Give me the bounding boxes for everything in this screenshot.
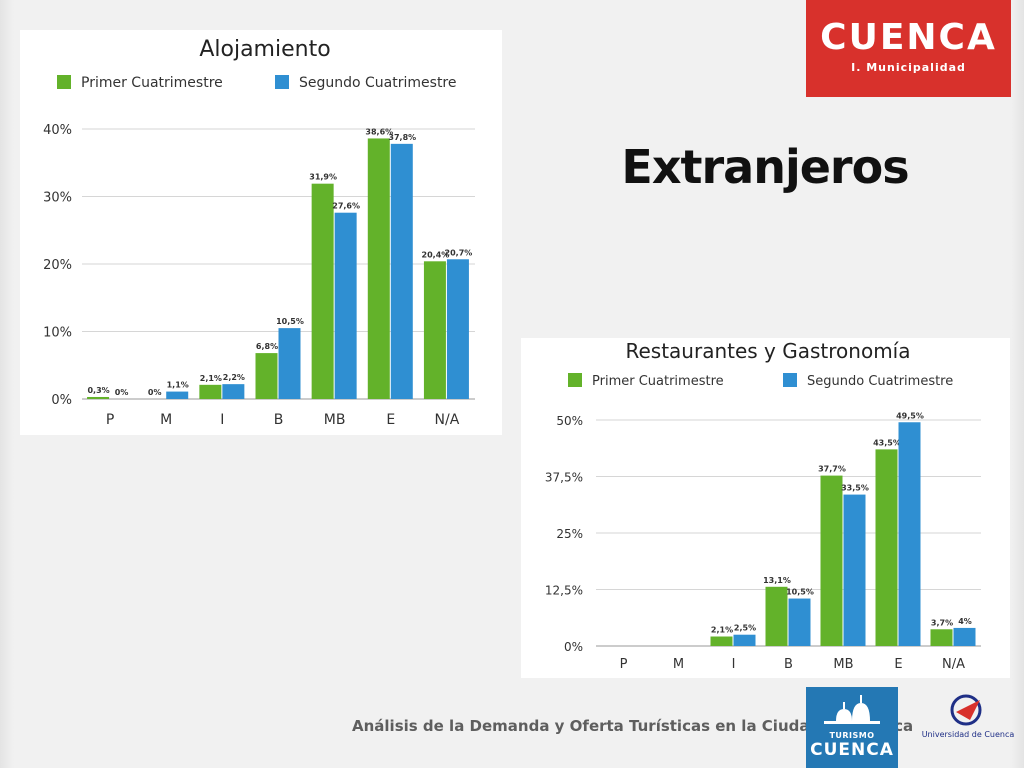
restaurantes-ytick-label: 50% (556, 414, 583, 428)
restaurantes-category-label: P (620, 657, 628, 672)
restaurantes-bar-1 (930, 629, 953, 646)
alojamiento-data-label: 1,1% (167, 381, 189, 390)
alojamiento-bar-2 (222, 384, 245, 399)
restaurantes-data-label: 3,7% (931, 618, 953, 627)
alojamiento-category-label: P (106, 412, 114, 428)
alojamiento-data-label: 10,5% (276, 317, 304, 326)
alojamiento-category-label: MB (324, 412, 346, 428)
turismo-logo-word: CUENCA (810, 740, 894, 760)
restaurantes-ytick-label: 12,5% (545, 584, 583, 598)
alojamiento-bar-2 (390, 143, 413, 399)
alojamiento-category-label: B (274, 412, 284, 428)
footer-caption: Análisis de la Demanda y Oferta Turístic… (352, 717, 914, 735)
alojamiento-bar-2 (446, 259, 469, 399)
alojamiento-data-label: 38,6% (365, 127, 393, 136)
restaurantes-data-label: 13,1% (763, 576, 791, 585)
alojamiento-data-label: 0,3% (87, 386, 109, 395)
restaurantes-category-label: E (894, 657, 902, 672)
alojamiento-data-label: 27,6% (332, 202, 360, 211)
restaurantes-bar-2 (733, 634, 756, 646)
restaurantes-data-label: 37,7% (818, 465, 846, 474)
restaurantes-bar-2 (843, 494, 866, 646)
restaurantes-data-label: 43,5% (873, 438, 901, 447)
restaurantes-chart: Restaurantes y Gastronomía Primer Cuatrim… (521, 338, 1010, 678)
alojamiento-ytick-label: 20% (43, 258, 72, 273)
turismo-logo-subtitle: TURISMO (829, 731, 875, 740)
restaurantes-bar-1 (820, 475, 843, 646)
alojamiento-data-label: 20,4% (422, 250, 450, 259)
alojamiento-bar-2 (166, 391, 189, 399)
alojamiento-legend-swatch-2 (275, 75, 289, 89)
alojamiento-legend-label-1: Primer Cuatrimestre (81, 75, 223, 91)
slide-title: Extranjeros (621, 140, 909, 194)
alojamiento-ytick-label: 30% (43, 191, 72, 206)
alojamiento-category-label: M (160, 412, 172, 428)
alojamiento-bar-1 (423, 261, 446, 399)
alojamiento-data-label: 2,1% (200, 374, 222, 383)
cathedral-domes-icon (824, 695, 880, 724)
alojamiento-bar-1 (199, 384, 222, 399)
restaurantes-data-label: 2,5% (734, 624, 756, 633)
cuenca-logo-subtitle: I. Municipalidad (851, 61, 966, 74)
alojamiento-bar-2 (334, 212, 357, 399)
alojamiento-ytick-label: 10% (43, 326, 72, 341)
restaurantes-legend-swatch-1 (568, 373, 582, 387)
restaurantes-legend-label-2: Segundo Cuatrimestre (807, 374, 953, 389)
restaurantes-bar-2 (898, 422, 921, 646)
alojamiento-data-label: 37,8% (388, 133, 416, 142)
cuenca-municipality-logo: CUENCA I. Municipalidad (806, 0, 1011, 97)
alojamiento-data-label: 2,2% (223, 373, 245, 382)
restaurantes-data-label: 2,1% (711, 626, 733, 635)
slide-edge-right (1010, 0, 1024, 768)
restaurantes-chart-svg: Restaurantes y Gastronomía Primer Cuatrim… (545, 339, 981, 672)
restaurantes-bar-1 (765, 586, 788, 646)
cuenca-logo-word: CUENCA (820, 17, 997, 58)
slide-edge-left (0, 0, 14, 768)
alojamiento-bar-1 (255, 353, 278, 399)
restaurantes-legend-swatch-2 (783, 373, 797, 387)
restaurantes-category-label: M (673, 657, 684, 672)
restaurantes-data-label: 10,5% (786, 588, 814, 597)
alojamiento-legend-swatch-1 (57, 75, 71, 89)
turismo-cuenca-logo: TURISMO CUENCA (806, 687, 898, 768)
restaurantes-bar-2 (788, 598, 811, 646)
alojamiento-bar-1 (311, 183, 334, 399)
alojamiento-data-label: 31,9% (309, 173, 337, 182)
restaurantes-data-label: 4% (958, 617, 972, 626)
alojamiento-ytick-label: 40% (43, 123, 72, 138)
alojamiento-data-label: 0% (148, 388, 162, 397)
alojamiento-bar-1 (87, 396, 110, 399)
restaurantes-bar-2 (953, 627, 976, 646)
restaurantes-ytick-label: 25% (556, 527, 583, 541)
alojamiento-data-label: 6,8% (256, 342, 278, 351)
university-emblem-icon (950, 694, 982, 726)
restaurantes-title: Restaurantes y Gastronomía (625, 339, 910, 363)
restaurantes-ytick-label: 37,5% (545, 471, 583, 485)
universidad-de-cuenca-logo: Universidad de Cuenca (918, 690, 1018, 750)
alojamiento-data-label: 20,7% (445, 248, 473, 257)
alojamiento-category-label: E (386, 412, 395, 428)
restaurantes-category-label: B (784, 657, 793, 672)
restaurantes-category-label: MB (833, 657, 853, 672)
alojamiento-chart-svg: Alojamiento Primer Cuatrimestre Segundo Cu… (43, 37, 475, 428)
restaurantes-bar-1 (875, 449, 898, 646)
alojamiento-title: Alojamiento (199, 37, 330, 62)
restaurantes-ytick-label: 0% (564, 640, 583, 654)
alojamiento-bar-1 (367, 138, 390, 399)
alojamiento-data-label: 0% (115, 388, 129, 397)
restaurantes-bar-1 (710, 636, 733, 646)
restaurantes-data-label: 33,5% (841, 484, 869, 493)
alojamiento-chart: Alojamiento Primer Cuatrimestre Segundo Cu… (20, 30, 502, 435)
alojamiento-ytick-label: 0% (51, 393, 72, 408)
alojamiento-category-label: I (220, 412, 224, 428)
alojamiento-bar-2 (278, 328, 301, 399)
restaurantes-category-label: N/A (942, 657, 965, 672)
universidad-text: Universidad de Cuenca (921, 730, 1015, 739)
restaurantes-data-label: 49,5% (896, 411, 924, 420)
alojamiento-category-label: N/A (435, 412, 460, 428)
alojamiento-legend-label-2: Segundo Cuatrimestre (299, 75, 457, 91)
restaurantes-category-label: I (732, 657, 736, 672)
restaurantes-legend-label-1: Primer Cuatrimestre (592, 374, 724, 389)
